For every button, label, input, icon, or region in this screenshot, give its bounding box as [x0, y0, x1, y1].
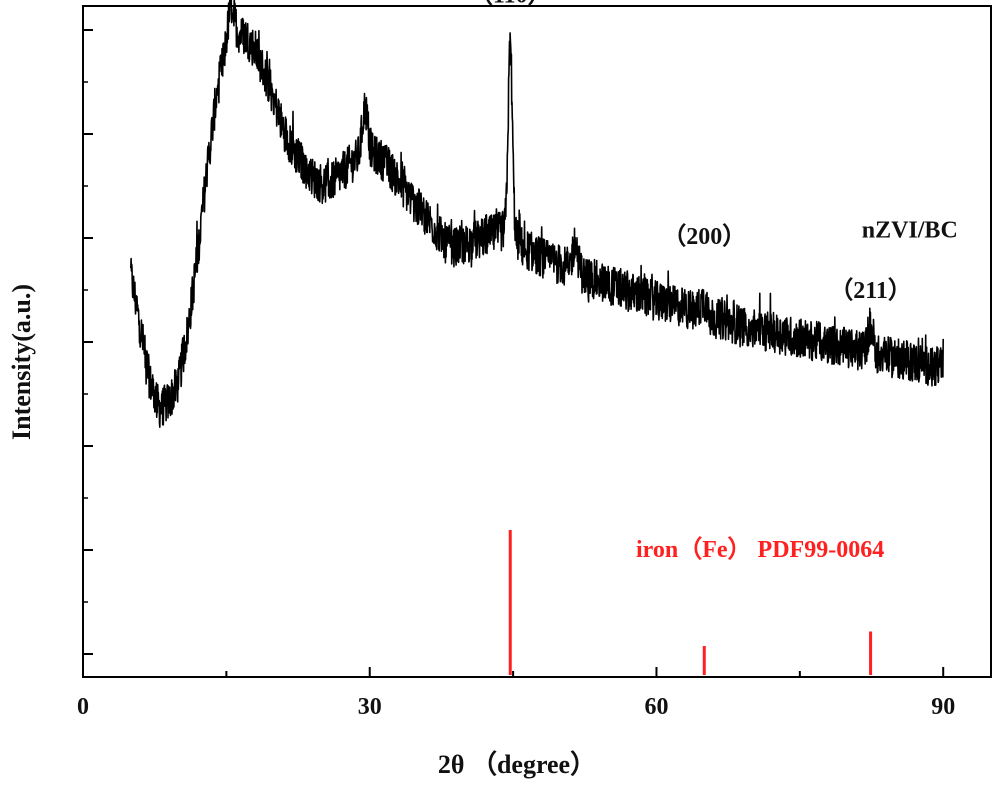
- peak-annotations: （110） （200） （211） nZVI/BC: [469, 0, 958, 304]
- y-axis-ticks: [83, 29, 93, 655]
- x-axis-ticks: [82, 667, 945, 677]
- reference-label: iron（Fe） PDF99-0064: [636, 536, 884, 563]
- x-tick-label-30: 30: [358, 694, 382, 720]
- reference-pattern-lines: [508, 530, 873, 675]
- annotation-2: （211）: [829, 277, 912, 304]
- x-axis-title: 2θ （degree）: [438, 750, 596, 779]
- annotation-0: （110）: [469, 0, 552, 9]
- x-tick-label-90: 90: [931, 694, 955, 720]
- x-tick-label-60: 60: [644, 694, 668, 720]
- annotation-1: （200）: [662, 223, 746, 250]
- series-line-nzvi-bc: [130, 0, 944, 428]
- annotation-3: nZVI/BC: [862, 217, 958, 243]
- y-axis-title: Intensity(a.u.): [7, 284, 36, 440]
- x-tick-label-0: 0: [77, 694, 89, 720]
- x-axis-tick-labels: 0 30 60 90: [77, 694, 955, 720]
